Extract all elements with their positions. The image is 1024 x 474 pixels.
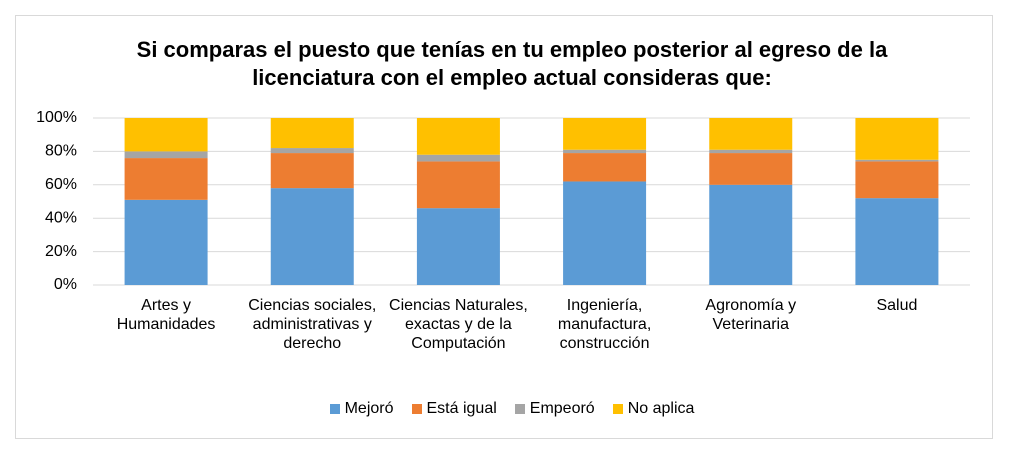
bar-segment [563, 149, 647, 154]
bar-segment [270, 153, 354, 189]
legend-swatch [514, 404, 525, 414]
bar-segment [563, 181, 647, 285]
legend-label: Mejoró [344, 400, 394, 417]
bar-segment [416, 208, 500, 285]
bar-segment [709, 153, 793, 185]
bar-segment [855, 198, 939, 285]
legend: Mejoró Está igual Empeoró No aplica [0, 400, 1024, 418]
legend-label: No aplica [627, 400, 695, 417]
bar-segment [709, 118, 793, 150]
x-tick-label: Ingeniería, manufactura, construcción [557, 297, 652, 352]
chart-frame [15, 15, 993, 439]
bar-segment [855, 159, 939, 162]
y-tick-label: 40% [45, 209, 77, 226]
y-tick-label: 60% [45, 176, 77, 193]
bar-segment [855, 118, 939, 160]
bar-segment [124, 118, 208, 152]
legend-item: Empeoró [514, 400, 595, 418]
legend-swatch [329, 404, 340, 414]
bar-segment [124, 199, 208, 285]
y-tick-label: 80% [45, 143, 77, 160]
legend-item: Mejoró [329, 400, 394, 418]
y-tick-label: 100% [36, 109, 77, 126]
bar-segment [270, 148, 354, 154]
bar-segment [416, 118, 500, 155]
x-tick-label: Ciencias Naturales, exactas y de la Comp… [389, 297, 528, 352]
bar-segment [563, 153, 647, 182]
chart-title: Si comparas el puesto que tenías en tu e… [136, 37, 888, 90]
y-tick-label: 20% [45, 243, 77, 260]
bar-segment [855, 161, 939, 199]
bar-segment [709, 149, 793, 154]
bar-segment [124, 158, 208, 200]
legend-item: Está igual [411, 400, 497, 418]
x-tick-label: Agronomía y Veterinaria [705, 297, 797, 333]
bar-segment [416, 154, 500, 162]
y-tick-label: 0% [54, 276, 77, 293]
bar-segment [124, 151, 208, 159]
legend-swatch [411, 404, 422, 414]
legend-label: Empeoró [529, 400, 595, 417]
legend-swatch [612, 404, 623, 414]
x-tick-label: Salud [876, 297, 918, 314]
bar-segment [270, 188, 354, 285]
bar-segment [563, 118, 647, 150]
bar-segment [270, 118, 354, 149]
bar-segment [416, 161, 500, 209]
bar-segment [709, 184, 793, 285]
legend-item: No aplica [612, 400, 695, 418]
legend-label: Está igual [426, 400, 497, 417]
x-tick-label: Artes y Humanidades [116, 297, 216, 333]
x-tick-label: Ciencias sociales, administrativas y der… [248, 297, 377, 352]
